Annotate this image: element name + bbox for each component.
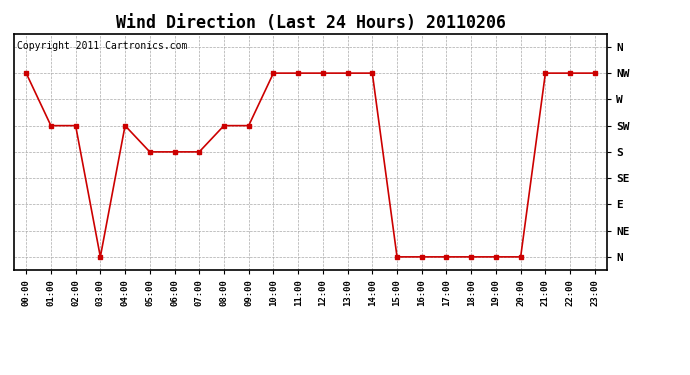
Title: Wind Direction (Last 24 Hours) 20110206: Wind Direction (Last 24 Hours) 20110206 (115, 14, 506, 32)
Text: Copyright 2011 Cartronics.com: Copyright 2011 Cartronics.com (17, 41, 187, 51)
